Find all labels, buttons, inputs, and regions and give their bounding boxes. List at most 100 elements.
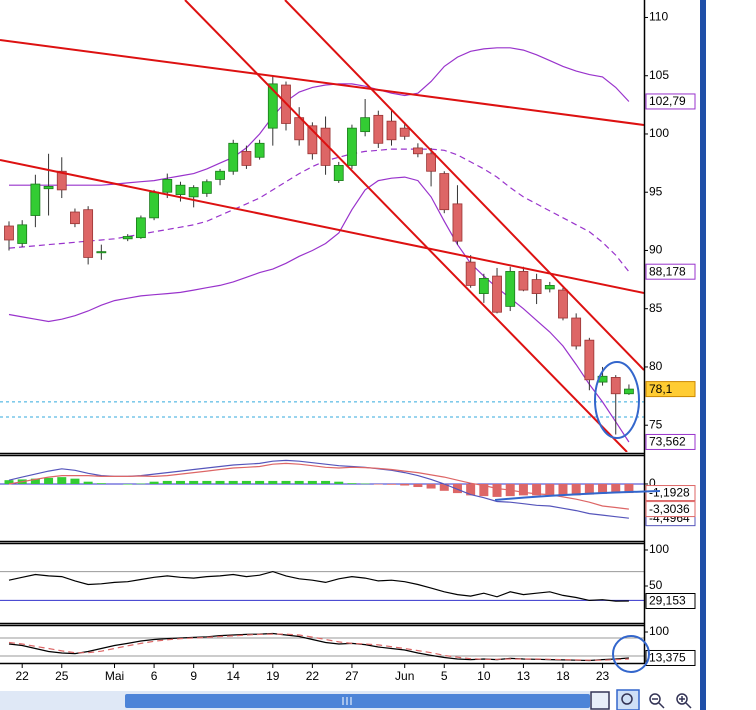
- x-tick-label: 9: [190, 669, 197, 683]
- candle-body: [43, 185, 54, 190]
- candle-body: [188, 187, 199, 198]
- x-tick-label: 5: [441, 669, 448, 683]
- value-label-box: [645, 263, 696, 280]
- candle-body: [544, 285, 555, 290]
- trend-line: [0, 159, 644, 294]
- handle: [658, 702, 665, 709]
- histogram-bar: [162, 480, 172, 484]
- histogram-bar: [426, 483, 436, 489]
- histogram-bar: [571, 483, 581, 496]
- y-tick-label: 85: [649, 301, 663, 315]
- x-tick-label: Jun: [395, 669, 414, 683]
- zoom-in-button[interactable]: [676, 693, 688, 705]
- histogram-bar: [545, 483, 555, 496]
- histogram-bar: [83, 481, 93, 484]
- value-label-box: [645, 381, 696, 398]
- axis-labels: 7580859095100105110102,7988,17873,56278,…: [16, 10, 696, 683]
- histogram-bar: [360, 483, 370, 485]
- value-label: 13,375: [649, 651, 686, 665]
- histogram-bar: [387, 483, 397, 485]
- zoom-fit-button[interactable]: [616, 689, 640, 710]
- candle-body: [465, 261, 476, 286]
- histogram-bar: [624, 483, 634, 494]
- hand-drawn-line: [494, 490, 661, 501]
- series-line: [8, 462, 629, 510]
- candle-body: [215, 170, 225, 180]
- candle-body: [30, 183, 41, 216]
- highlight-ellipse: [594, 361, 640, 439]
- scrollbar[interactable]: [0, 691, 590, 710]
- y-tick-label: 75: [649, 417, 663, 431]
- panel: [0, 632, 644, 662]
- candle-body: [610, 377, 621, 395]
- zoom-icon: [621, 693, 633, 705]
- annotations: [494, 361, 661, 673]
- candle-body: [624, 388, 634, 395]
- candle-body: [360, 117, 371, 133]
- value-label: 73,562: [649, 435, 686, 449]
- candle-body: [584, 339, 595, 381]
- series-line: [9, 47, 630, 186]
- zoom-out-button[interactable]: [649, 693, 661, 705]
- candle-body: [149, 191, 159, 219]
- histogram-bar: [413, 483, 423, 488]
- candle-body: [492, 275, 502, 313]
- y-tick-label: 105: [649, 68, 669, 82]
- candle-body: [399, 127, 410, 137]
- histogram-bar: [532, 483, 542, 496]
- histogram-bar: [558, 483, 568, 496]
- series-line: [8, 633, 629, 661]
- toolbar: [590, 689, 692, 710]
- histogram-bar: [241, 480, 251, 484]
- tool-button[interactable]: [590, 691, 610, 710]
- histogram-bar: [30, 478, 40, 484]
- histogram-bar: [96, 483, 106, 484]
- histogram-bar: [57, 477, 67, 484]
- y-tick-label: 100: [649, 624, 669, 638]
- candle-body: [478, 278, 489, 294]
- candle-body: [254, 142, 265, 158]
- value-label-box: [645, 649, 696, 666]
- histogram-bar: [492, 483, 502, 497]
- y-tick-label: 110: [649, 10, 668, 24]
- value-label-box: [645, 485, 696, 502]
- candle-body: [531, 279, 542, 294]
- histogram-bar: [136, 483, 146, 485]
- candle-body: [228, 142, 239, 172]
- value-label-box: [645, 93, 696, 110]
- histogram-bar: [400, 483, 410, 486]
- x-tick-label: 6: [151, 669, 158, 683]
- candle-body: [439, 173, 450, 211]
- histogram-bar: [479, 483, 489, 497]
- panel: [0, 570, 644, 602]
- y-tick-label: 0: [649, 476, 656, 490]
- x-tick-label: 18: [556, 669, 570, 683]
- value-label: 29,153: [649, 594, 686, 608]
- histogram-bar: [202, 480, 212, 484]
- window-edge: [700, 0, 706, 710]
- value-label: 78,1: [649, 382, 673, 396]
- candle-body: [558, 289, 568, 319]
- candle-body: [175, 184, 186, 195]
- candle-body: [412, 147, 423, 155]
- x-tick-label: 13: [517, 669, 531, 683]
- x-tick-label: 19: [266, 669, 280, 683]
- histogram-bar: [584, 483, 594, 495]
- histogram-bar: [307, 480, 317, 484]
- x-tick-label: 25: [55, 669, 69, 683]
- candle-body: [571, 317, 582, 347]
- histogram-bar: [215, 480, 225, 484]
- trend-line: [184, 0, 628, 452]
- candle-body: [162, 179, 173, 193]
- histogram-bar: [598, 483, 608, 494]
- histogram-bar: [4, 480, 14, 484]
- scroll-thumb[interactable]: [125, 694, 590, 708]
- histogram-bar: [268, 480, 278, 484]
- candle-body: [307, 125, 318, 155]
- y-tick-label: 80: [649, 359, 663, 373]
- series-line: [8, 570, 629, 602]
- histogram-bar: [70, 478, 80, 484]
- y-tick-label: 90: [649, 243, 663, 257]
